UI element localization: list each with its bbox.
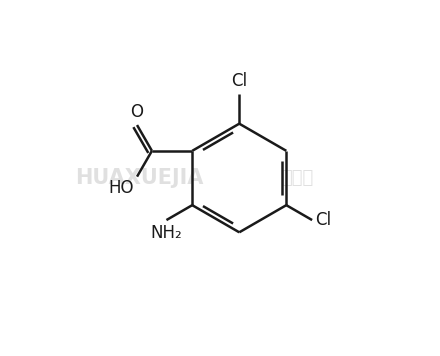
Text: NH₂: NH₂ bbox=[150, 224, 182, 242]
Text: HO: HO bbox=[109, 179, 134, 198]
Text: HUAXUEJIA: HUAXUEJIA bbox=[75, 168, 204, 188]
Text: Cl: Cl bbox=[315, 211, 332, 229]
Text: 化学加: 化学加 bbox=[281, 169, 313, 187]
Text: O: O bbox=[131, 103, 143, 121]
Text: Cl: Cl bbox=[231, 72, 247, 90]
